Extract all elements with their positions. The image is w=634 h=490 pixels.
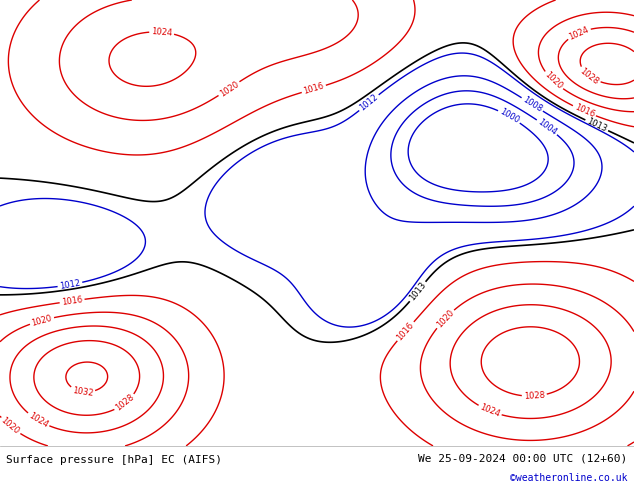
Text: 1016: 1016: [573, 103, 596, 120]
Text: ©weatheronline.co.uk: ©weatheronline.co.uk: [510, 473, 628, 483]
Text: 1028: 1028: [524, 391, 545, 401]
Text: 1012: 1012: [358, 93, 380, 113]
Text: 1020: 1020: [0, 416, 21, 437]
Text: 1016: 1016: [395, 320, 416, 342]
Text: 1013: 1013: [585, 117, 608, 134]
Text: 1024: 1024: [151, 27, 172, 38]
Text: 1016: 1016: [302, 82, 325, 96]
Text: 1000: 1000: [498, 107, 521, 125]
Text: 1020: 1020: [30, 314, 53, 328]
Text: 1008: 1008: [521, 95, 543, 114]
Text: 1028: 1028: [578, 66, 600, 86]
Text: 1004: 1004: [536, 117, 558, 137]
Text: 1016: 1016: [61, 295, 83, 307]
Text: 1024: 1024: [27, 411, 49, 430]
Text: 1024: 1024: [479, 403, 501, 419]
Text: 1032: 1032: [72, 386, 94, 397]
Text: 1028: 1028: [114, 393, 136, 413]
Text: 1024: 1024: [567, 24, 590, 41]
Text: 1020: 1020: [543, 71, 564, 91]
Text: 1020: 1020: [434, 308, 456, 329]
Text: 1013: 1013: [408, 281, 428, 303]
Text: 1020: 1020: [217, 79, 240, 98]
Text: We 25-09-2024 00:00 UTC (12+60): We 25-09-2024 00:00 UTC (12+60): [418, 453, 628, 463]
Text: 1012: 1012: [59, 278, 81, 291]
Text: Surface pressure [hPa] EC (AIFS): Surface pressure [hPa] EC (AIFS): [6, 455, 223, 465]
